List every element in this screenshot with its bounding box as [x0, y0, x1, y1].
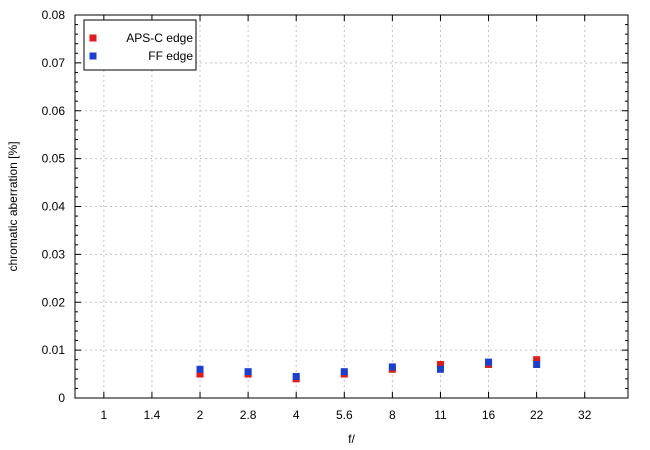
legend-marker: [89, 34, 97, 42]
point-ff-edge: [196, 365, 204, 373]
y-tick-labels: 0 0.01 0.02 0.03 0.04 0.05 0.06 0.07 0.08: [42, 8, 66, 405]
legend-items: APS-C edge FF edge: [89, 31, 193, 63]
legend-label: APS-C edge: [126, 31, 193, 45]
y-tick-label: 0.01: [42, 343, 66, 357]
y-tick-label: 0.08: [42, 8, 66, 22]
point-ff-edge: [340, 368, 348, 376]
x-tick-label: 2: [197, 408, 204, 422]
y-tick-label: 0.05: [42, 152, 66, 166]
x-tick-label: 8: [389, 408, 396, 422]
point-ff-edge: [292, 372, 300, 380]
y-tick-label: 0.04: [42, 200, 66, 214]
x-tick-label: 32: [578, 408, 592, 422]
point-ff-edge: [388, 363, 396, 371]
y-tick-label: 0.02: [42, 295, 66, 309]
legend-marker: [89, 52, 97, 60]
x-tick-label: 4: [293, 408, 300, 422]
y-tick-label: 0.06: [42, 104, 66, 118]
y-axis-label: chromatic aberration [%]: [6, 141, 20, 271]
y-tick-label: 0.07: [42, 56, 66, 70]
point-aps-c-edge: [436, 360, 444, 368]
point-aps-c-edge: [533, 356, 541, 364]
legend-box: [83, 19, 197, 71]
y-tick-label: 0: [58, 391, 65, 405]
x-axis-label: f/: [348, 432, 355, 446]
x-tick-labels: 1 1.4 2 2.8 4 5.6 8 11 16 22 32: [101, 408, 592, 422]
x-tick-label: 11: [434, 408, 447, 422]
x-tick-label: 2.8: [240, 408, 257, 422]
point-ff-edge: [533, 360, 541, 368]
legend-label: FF edge: [148, 49, 193, 63]
plot-frame: [74, 14, 629, 399]
x-tick-label: 5.6: [336, 408, 353, 422]
point-ff-edge: [436, 365, 444, 373]
legend: APS-C edge FF edge: [83, 19, 197, 71]
point-ff-edge: [244, 368, 252, 376]
axis-ticks: [75, 14, 628, 399]
point-ff-edge: [485, 358, 493, 366]
point-aps-c-edge: [196, 370, 204, 378]
x-tick-label: 16: [482, 408, 496, 422]
x-tick-label: 1: [101, 408, 108, 422]
grid: [75, 14, 628, 399]
y-tick-label: 0.03: [42, 247, 66, 261]
x-tick-label: 22: [530, 408, 544, 422]
x-tick-label: 1.4: [144, 408, 161, 422]
data-points: [196, 356, 541, 383]
